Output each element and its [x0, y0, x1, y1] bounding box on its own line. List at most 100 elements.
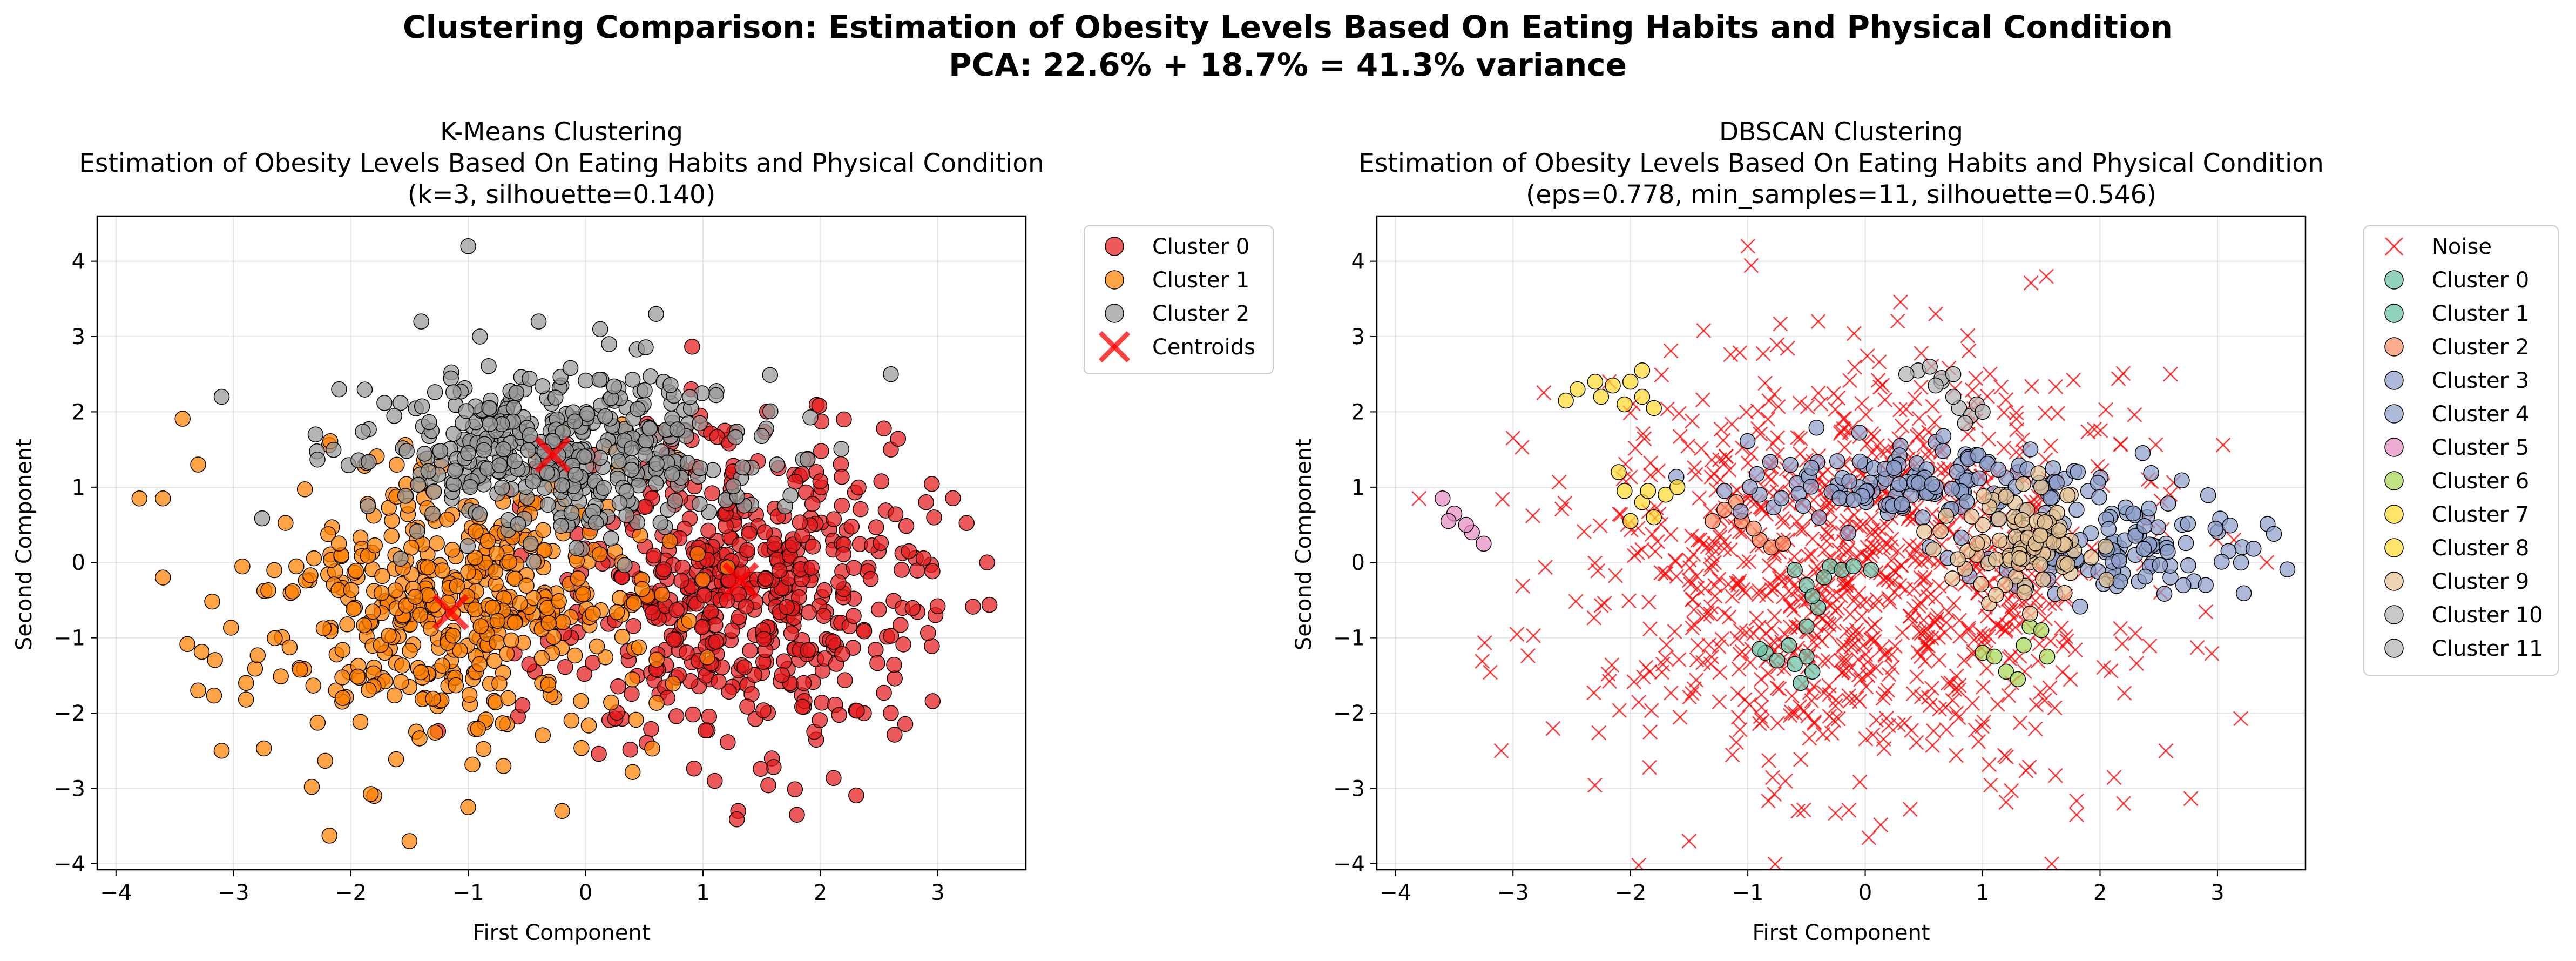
- kmeans-point-cluster-1: [373, 585, 390, 601]
- kmeans-point-cluster-2: [447, 462, 463, 479]
- dbscan-point-cluster-4: [2233, 554, 2249, 571]
- dbscan-point-cluster-4: [2207, 520, 2224, 537]
- dbscan-xtick-label: −1: [1732, 881, 1764, 905]
- dbscan-point-cluster-9: [1991, 532, 2008, 549]
- dbscan-noise-point: [1685, 620, 1700, 636]
- kmeans-point-cluster-2: [539, 496, 556, 513]
- kmeans-point-cluster-2: [361, 454, 377, 470]
- kmeans-point-cluster-1: [288, 558, 305, 575]
- dbscan-noise-point: [2117, 686, 2132, 701]
- dbscan-noise-point: [1918, 624, 1933, 640]
- kmeans-point-cluster-1: [460, 799, 476, 816]
- dbscan-point-cluster-7: [1617, 396, 1633, 413]
- dbscan-noise-point: [1793, 522, 1808, 537]
- kmeans-point-cluster-1: [247, 661, 263, 677]
- dbscan-noise-point: [1536, 385, 1552, 400]
- dbscan-noise-point: [1635, 426, 1651, 441]
- dbscan-ytick-label: −4: [1333, 852, 1365, 877]
- dbscan-point-cluster-7: [1570, 381, 1586, 398]
- kmeans-point-cluster-1: [267, 630, 283, 647]
- kmeans-point-cluster-1: [580, 717, 597, 734]
- kmeans-point-cluster-1: [273, 668, 289, 684]
- kmeans-point-cluster-1: [545, 629, 562, 645]
- dbscan-xlabel: First Component: [1752, 920, 1930, 945]
- dbscan-legend-label: Cluster 0: [2432, 268, 2529, 293]
- dbscan-noise-point: [2113, 437, 2128, 452]
- dbscan-noise-point: [1741, 554, 1757, 569]
- kmeans-point-cluster-2: [587, 514, 604, 531]
- kmeans-point-cluster-0: [721, 683, 737, 700]
- kmeans-point-cluster-2: [508, 385, 525, 401]
- dbscan-noise-point: [2114, 636, 2130, 651]
- kmeans-point-cluster-0: [800, 642, 816, 658]
- kmeans-point-cluster-1: [389, 456, 405, 473]
- dbscan-legend-label: Cluster 2: [2432, 335, 2529, 360]
- dbscan-noise-point: [1996, 440, 2012, 456]
- kmeans-point-cluster-0: [644, 604, 661, 621]
- kmeans-point-cluster-2: [525, 473, 541, 490]
- dbscan-noise-point: [1898, 401, 1914, 417]
- kmeans-point-cluster-2: [802, 409, 819, 426]
- dbscan-noise-point: [1961, 620, 1976, 636]
- dbscan-noise-point: [1754, 500, 1769, 515]
- kmeans-point-cluster-1: [518, 577, 535, 594]
- kmeans-point-cluster-2: [553, 518, 569, 534]
- dbscan-noise-point: [1878, 710, 1894, 726]
- dbscan-noise-point: [1643, 467, 1659, 483]
- kmeans-point-cluster-2: [553, 477, 570, 494]
- dbscan-noise-point: [1893, 294, 1908, 310]
- dbscan-noise-point: [1658, 566, 1674, 581]
- dbscan-noise-point: [1782, 708, 1798, 723]
- dbscan-noise-point: [2113, 621, 2128, 636]
- kmeans-point-cluster-1: [348, 562, 364, 579]
- dbscan-point-cluster-2: [1746, 520, 1762, 537]
- kmeans-point-cluster-2: [355, 424, 371, 440]
- kmeans-point-cluster-1: [460, 564, 476, 580]
- dbscan-point-cluster-9: [2035, 571, 2051, 588]
- dbscan-noise-point: [1682, 689, 1698, 705]
- kmeans-point-cluster-2: [331, 381, 347, 398]
- dbscan-point-cluster-3: [1894, 496, 1910, 512]
- dbscan-noise-point: [1981, 431, 1996, 447]
- kmeans-point-cluster-1: [575, 586, 591, 602]
- kmeans-point-cluster-2: [611, 495, 628, 512]
- kmeans-point-cluster-0: [655, 561, 672, 577]
- dbscan-noise-point: [1870, 373, 1886, 388]
- dbscan-noise-point: [1732, 345, 1748, 360]
- kmeans-point-cluster-0: [814, 695, 830, 711]
- kmeans-point-cluster-2: [630, 401, 646, 418]
- kmeans-point-cluster-1: [665, 675, 681, 692]
- dbscan-noise-point: [1712, 529, 1728, 545]
- dbscan-noise-point: [1712, 526, 1727, 542]
- kmeans-centroid-marker: [534, 436, 571, 473]
- dbscan-noise-point: [1793, 431, 1808, 446]
- dbscan-noise-point: [2004, 783, 2019, 798]
- dbscan-point-cluster-6: [2016, 637, 2032, 654]
- dbscan-noise-point: [2056, 639, 2071, 654]
- dbscan-noise-point: [2087, 421, 2102, 437]
- kmeans-point-cluster-1: [367, 537, 383, 554]
- dbscan-noise-point: [1910, 429, 1925, 444]
- kmeans-point-cluster-2: [325, 442, 342, 458]
- dbscan-noise-point: [1621, 593, 1637, 609]
- dbscan-noise-point: [1729, 631, 1745, 646]
- kmeans-point-cluster-1: [281, 639, 298, 656]
- kmeans-point-cluster-2: [641, 420, 658, 437]
- dbscan-noise-point: [2007, 620, 2023, 635]
- kmeans-point-cluster-0: [812, 712, 828, 728]
- kmeans-point-cluster-2: [664, 466, 680, 482]
- dbscan-noise-point: [1731, 661, 1747, 677]
- dbscan-noise-point: [1918, 621, 1934, 636]
- kmeans-point-cluster-0: [831, 707, 847, 723]
- dbscan-noise-point: [1917, 654, 1933, 669]
- dbscan-noise-point: [1766, 436, 1781, 451]
- dbscan-point-cluster-3: [2042, 489, 2059, 506]
- dbscan-noise-point: [1767, 609, 1782, 624]
- dbscan-noise-point: [2129, 656, 2145, 671]
- dbscan-xtick-label: −2: [1614, 881, 1646, 905]
- dbscan-noise-point: [1861, 830, 1877, 845]
- dbscan-noise-point: [1800, 548, 1816, 564]
- kmeans-point-cluster-0: [756, 524, 773, 540]
- dbscan-noise-point: [2002, 651, 2017, 667]
